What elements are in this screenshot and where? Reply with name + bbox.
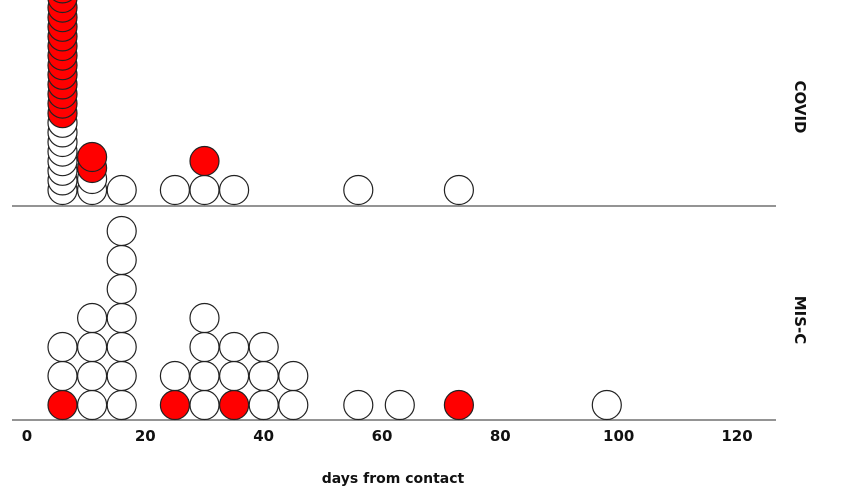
data-point-red bbox=[47, 0, 78, 14]
data-point-white bbox=[343, 174, 374, 206]
data-point-white bbox=[189, 360, 220, 392]
data-point-white bbox=[189, 389, 220, 421]
data-point-red bbox=[219, 389, 250, 421]
data-point-white bbox=[106, 389, 137, 421]
panels: COVID MIS-C bbox=[12, 0, 809, 421]
x-tick-label: 60 bbox=[372, 427, 393, 445]
data-point-red bbox=[76, 141, 108, 173]
data-point-white bbox=[443, 174, 474, 206]
data-point-white bbox=[189, 302, 220, 334]
x-axis-title: days from contact bbox=[322, 471, 465, 487]
data-point-white bbox=[591, 389, 622, 421]
data-point-white bbox=[106, 302, 137, 334]
data-point-white bbox=[106, 331, 137, 363]
data-point-white bbox=[76, 360, 108, 392]
data-point-white bbox=[248, 331, 279, 363]
x-tick-label: 100 bbox=[603, 427, 634, 445]
data-point-white bbox=[278, 360, 309, 392]
panel-covid: COVID bbox=[12, 0, 809, 207]
data-point-red bbox=[189, 145, 220, 177]
data-point-white bbox=[47, 331, 78, 363]
data-point-white bbox=[189, 331, 220, 363]
data-point-white bbox=[343, 389, 374, 421]
data-point-white bbox=[278, 389, 309, 421]
x-tick-label: 80 bbox=[490, 427, 511, 445]
data-point-white bbox=[219, 174, 250, 206]
x-tick-label: 40 bbox=[253, 427, 274, 445]
data-point-white bbox=[159, 174, 190, 206]
panel-label: MIS-C bbox=[791, 296, 809, 345]
data-point-white bbox=[76, 331, 108, 363]
x-tick-label: 120 bbox=[721, 427, 752, 445]
data-point-white bbox=[219, 360, 250, 392]
data-point-white bbox=[384, 389, 415, 421]
data-point-white bbox=[106, 215, 137, 247]
x-axis: 0 20 40 60 80 100 120 bbox=[22, 427, 753, 445]
data-point-red bbox=[52, 0, 73, 4]
data-point-white bbox=[106, 174, 137, 206]
data-point-white bbox=[248, 389, 279, 421]
x-tick-label: 20 bbox=[135, 427, 156, 445]
data-point-white bbox=[106, 360, 137, 392]
x-tick-label: 0 bbox=[22, 427, 32, 445]
data-point-red bbox=[47, 389, 78, 421]
data-point-red bbox=[159, 389, 190, 421]
data-point-red bbox=[443, 389, 474, 421]
data-point-white bbox=[47, 360, 78, 392]
data-point-white bbox=[106, 273, 137, 305]
data-point-white bbox=[248, 360, 279, 392]
data-point-white bbox=[219, 331, 250, 363]
panel-mis-c: MIS-C bbox=[12, 215, 809, 421]
panel-label: COVID bbox=[791, 81, 809, 134]
data-point-white bbox=[76, 389, 108, 421]
data-point-white bbox=[189, 174, 220, 206]
data-point-white bbox=[106, 244, 137, 276]
data-point-white bbox=[76, 302, 108, 334]
data-point-white bbox=[159, 360, 190, 392]
